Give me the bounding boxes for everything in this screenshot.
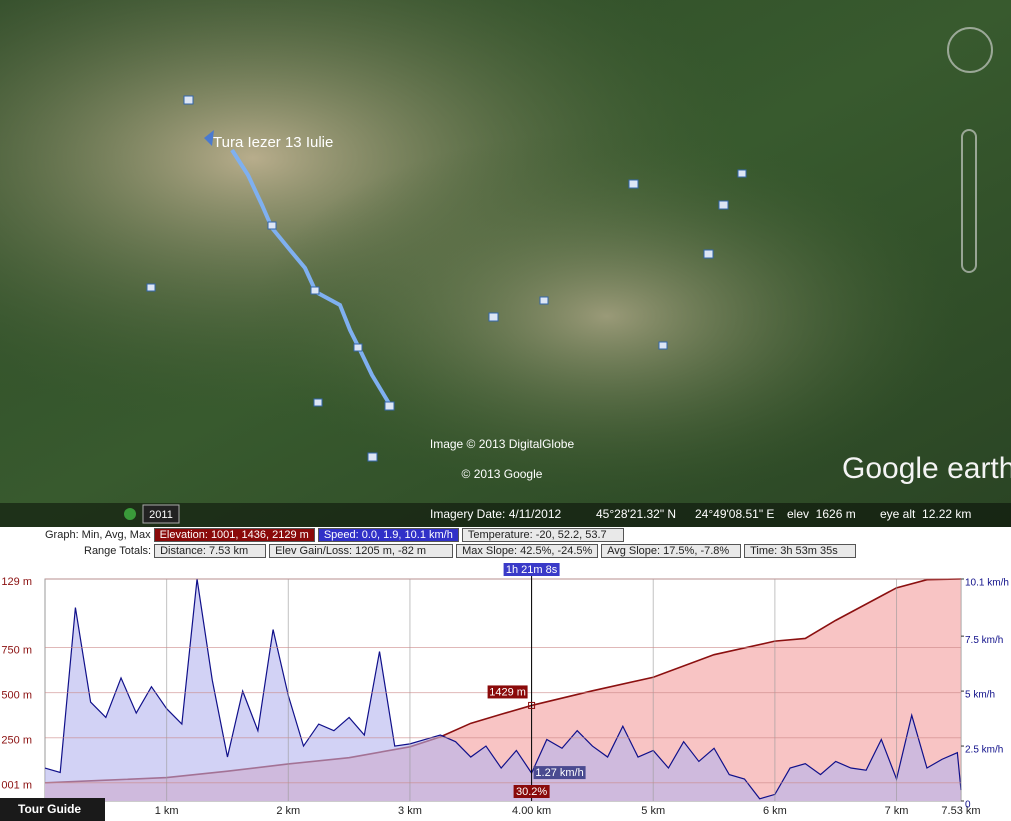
y2-tick-label: 2.5 km/h bbox=[965, 745, 1003, 756]
x-tick-label: 7 km bbox=[885, 805, 909, 817]
y2-tick-label: 10.1 km/h bbox=[965, 578, 1009, 589]
speed-marker bbox=[533, 766, 586, 780]
x-tick-label: 2 km bbox=[276, 805, 300, 817]
avg-slope-stat: Avg Slope: 17.5%, -7.8% bbox=[601, 544, 742, 558]
y-tick-label: 001 m bbox=[1, 780, 32, 792]
y2-tick-label: 5 km/h bbox=[965, 690, 995, 701]
time-stat: Time: 3h 53m 35s bbox=[744, 544, 857, 558]
area bbox=[45, 579, 961, 801]
y-tick-label: 250 m bbox=[1, 735, 32, 747]
credit: Image © 2013 DigitalGlobe bbox=[430, 437, 575, 451]
waypoints bbox=[146, 95, 747, 462]
gain-loss-stat: Elev Gain/Loss: 1205 m, -82 m bbox=[269, 544, 454, 558]
cursor-elevation: 1429 m bbox=[489, 686, 526, 698]
year-box[interactable] bbox=[142, 504, 180, 524]
max-slope-stat: Max Slope: 42.5%, -24.5% bbox=[456, 544, 599, 558]
line bbox=[44, 578, 962, 800]
cursor-slope: 30.2% bbox=[516, 786, 547, 798]
cursor-time-box bbox=[503, 563, 560, 576]
elevation-marker bbox=[528, 701, 536, 709]
graph-label: Graph: Min, Avg, Max bbox=[45, 529, 151, 541]
y-tick-label: 129 m bbox=[1, 576, 32, 588]
y-tick-label: 500 m bbox=[1, 690, 32, 702]
y-tick-label: 750 m bbox=[1, 644, 32, 656]
x-tick-label: 7.53 km bbox=[941, 805, 980, 817]
cursor-time: 1h 21m 8s bbox=[506, 564, 558, 576]
x-tick-label: 5 km bbox=[641, 805, 665, 817]
slope-box bbox=[513, 785, 550, 798]
longitude: 24°49'08.51" E bbox=[695, 507, 774, 521]
profile-chart: 1 km 2 km 3 km 4.00 km 5 km 6 km 7 km 7.53 km 12… bbox=[1, 563, 1009, 817]
range-label: Range Totals: bbox=[84, 545, 152, 557]
tour-guide-button[interactable]: Tour Guide bbox=[0, 798, 105, 821]
y2-tick-label: 0 bbox=[965, 800, 971, 811]
map-view: Tura Iezer 13 Iulie Image © 2013 Digital… bbox=[0, 0, 1011, 527]
placemark-label: Tura Iezer 13 Iulie bbox=[213, 134, 333, 151]
eye-altitude: eye alt 12.22 km bbox=[880, 507, 971, 521]
distance-stat: Distance: 7.53 km bbox=[154, 544, 267, 558]
imagery-date: Imagery Date: 4/11/2012 bbox=[430, 507, 562, 521]
x-tick-label: 3 km bbox=[398, 805, 422, 817]
elevation: elev 1626 m bbox=[787, 507, 856, 521]
cursor-speed: 1.27 km/h bbox=[535, 767, 583, 779]
latitude: 45°28'21.32" N bbox=[596, 507, 676, 521]
time-icon[interactable] bbox=[124, 508, 136, 520]
placemark-icon bbox=[204, 130, 214, 146]
route bbox=[230, 148, 392, 407]
x-tick-label: 4.00 km bbox=[512, 805, 551, 817]
terrain-ridge bbox=[0, 0, 1011, 527]
elevation-stat[interactable]: Elevation: 1001, 1436, 2129 m bbox=[153, 528, 315, 542]
speed-stat[interactable]: Speed: 0.0, 1.9, 10.1 km/h bbox=[317, 528, 459, 542]
logo: Google earth bbox=[842, 452, 1011, 485]
x-tick-label: 1 km bbox=[155, 805, 179, 817]
nav-controls bbox=[947, 27, 993, 273]
y2-tick-label: 7.5 km/h bbox=[965, 635, 1003, 646]
credit: © 2013 Google bbox=[462, 467, 543, 481]
year: 2011 bbox=[149, 509, 173, 521]
x-tick-label: 6 km bbox=[763, 805, 787, 817]
cursor-elev-box bbox=[487, 685, 528, 699]
temperature-stat[interactable]: Temperature: -20, 52.2, 53.7 bbox=[461, 528, 624, 542]
